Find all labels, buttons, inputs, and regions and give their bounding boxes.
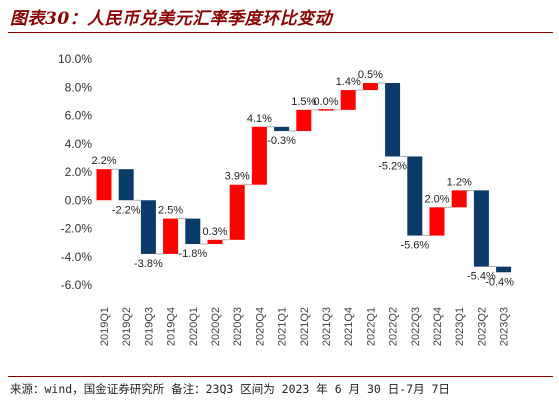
y-tick-label: -4.0% xyxy=(61,250,93,264)
data-label: 0.0% xyxy=(313,96,338,108)
connectors xyxy=(111,82,497,268)
data-label: 2.0% xyxy=(424,193,449,205)
data-label: -1.8% xyxy=(178,248,207,260)
bar xyxy=(118,169,134,201)
bar xyxy=(163,218,179,254)
y-axis: 10.0% 8.0% 6.0% 4.0% 2.0% 0.0% -2.0% -4.0% -6.0% xyxy=(58,52,92,292)
x-tick-label: 2019Q3 xyxy=(143,307,155,346)
source-note: 来源：wind，国金证券研究所 备注：23Q3 区间为 2023 年 6 月 3… xyxy=(10,382,450,396)
bar xyxy=(496,266,512,273)
x-tick-label: 2019Q2 xyxy=(121,307,133,346)
data-label: -3.8% xyxy=(134,258,163,270)
x-tick-label: 2021Q3 xyxy=(321,307,333,346)
x-tick-label: 2020Q2 xyxy=(210,307,222,346)
bar xyxy=(407,156,423,236)
bar xyxy=(251,126,267,185)
x-tick-label: 2022Q4 xyxy=(432,307,444,346)
bar xyxy=(340,90,356,110)
data-label: 1.2% xyxy=(447,176,472,188)
data-label: 4.1% xyxy=(247,113,272,125)
y-tick-label: 6.0% xyxy=(65,109,93,123)
bar xyxy=(318,109,334,111)
x-tick-label: 2023Q3 xyxy=(499,307,511,346)
x-tick-label: 2020Q4 xyxy=(254,307,266,346)
data-label: -5.6% xyxy=(400,240,429,252)
bar xyxy=(140,200,156,254)
y-tick-label: -6.0% xyxy=(61,278,93,292)
bar xyxy=(429,207,445,236)
x-tick-label: 2023Q1 xyxy=(454,307,466,346)
x-tick-label: 2022Q2 xyxy=(388,307,400,346)
bar xyxy=(274,126,290,132)
data-labels: 2.2% -2.2% -3.8% 2.5% -1.8% 0.3% 3.9% 4.1% -0.3%… xyxy=(91,69,514,288)
y-tick-label: -2.0% xyxy=(61,222,93,236)
x-tick-label: 2020Q3 xyxy=(232,307,244,346)
data-label: 1.4% xyxy=(336,76,361,88)
x-axis: 2019Q1 2019Q2 2019Q3 2019Q4 2020Q1 2020Q2 2020… xyxy=(99,307,511,346)
bar xyxy=(451,190,467,208)
chart-title: 图表30：人民币兑美元汇率季度环比变动 xyxy=(10,9,333,29)
x-tick-label: 2019Q1 xyxy=(99,307,111,346)
bar xyxy=(473,190,489,267)
bar xyxy=(229,184,245,240)
data-label: 0.5% xyxy=(358,69,383,81)
x-tick-label: 2022Q1 xyxy=(365,307,377,346)
x-tick-label: 2022Q3 xyxy=(410,307,422,346)
data-label: -5.2% xyxy=(378,160,407,172)
bar xyxy=(296,109,312,132)
x-tick-label: 2020Q1 xyxy=(188,307,200,346)
bars xyxy=(96,83,512,273)
bar xyxy=(96,169,112,201)
y-tick-label: 10.0% xyxy=(58,52,92,66)
y-tick-label: 0.0% xyxy=(65,193,93,207)
data-label: 1.5% xyxy=(291,96,316,108)
data-label: -5.4% xyxy=(467,271,496,283)
data-label: -2.2% xyxy=(112,204,141,216)
y-tick-label: 4.0% xyxy=(65,137,93,151)
y-tick-label: 8.0% xyxy=(65,80,93,94)
x-tick-label: 2023Q2 xyxy=(476,307,488,346)
bar xyxy=(207,239,223,245)
bar xyxy=(185,218,201,245)
data-label: 2.2% xyxy=(91,155,116,167)
data-label: 2.5% xyxy=(158,205,183,217)
data-label: -0.3% xyxy=(267,135,296,147)
x-tick-label: 2019Q4 xyxy=(166,307,178,346)
waterfall-chart: 10.0% 8.0% 6.0% 4.0% 2.0% 0.0% -2.0% -4.0% -6.0%… xyxy=(58,52,514,346)
data-label: 3.9% xyxy=(225,171,250,183)
y-tick-label: 2.0% xyxy=(65,165,93,179)
bar xyxy=(362,83,378,91)
title-divider xyxy=(8,32,553,33)
x-tick-label: 2021Q2 xyxy=(299,307,311,346)
x-tick-label: 2021Q1 xyxy=(277,307,289,346)
x-tick-label: 2021Q4 xyxy=(343,307,355,346)
footer-divider xyxy=(8,376,553,377)
data-label: -0.4% xyxy=(485,276,514,288)
bar xyxy=(385,83,401,157)
data-label: 0.3% xyxy=(202,226,227,238)
